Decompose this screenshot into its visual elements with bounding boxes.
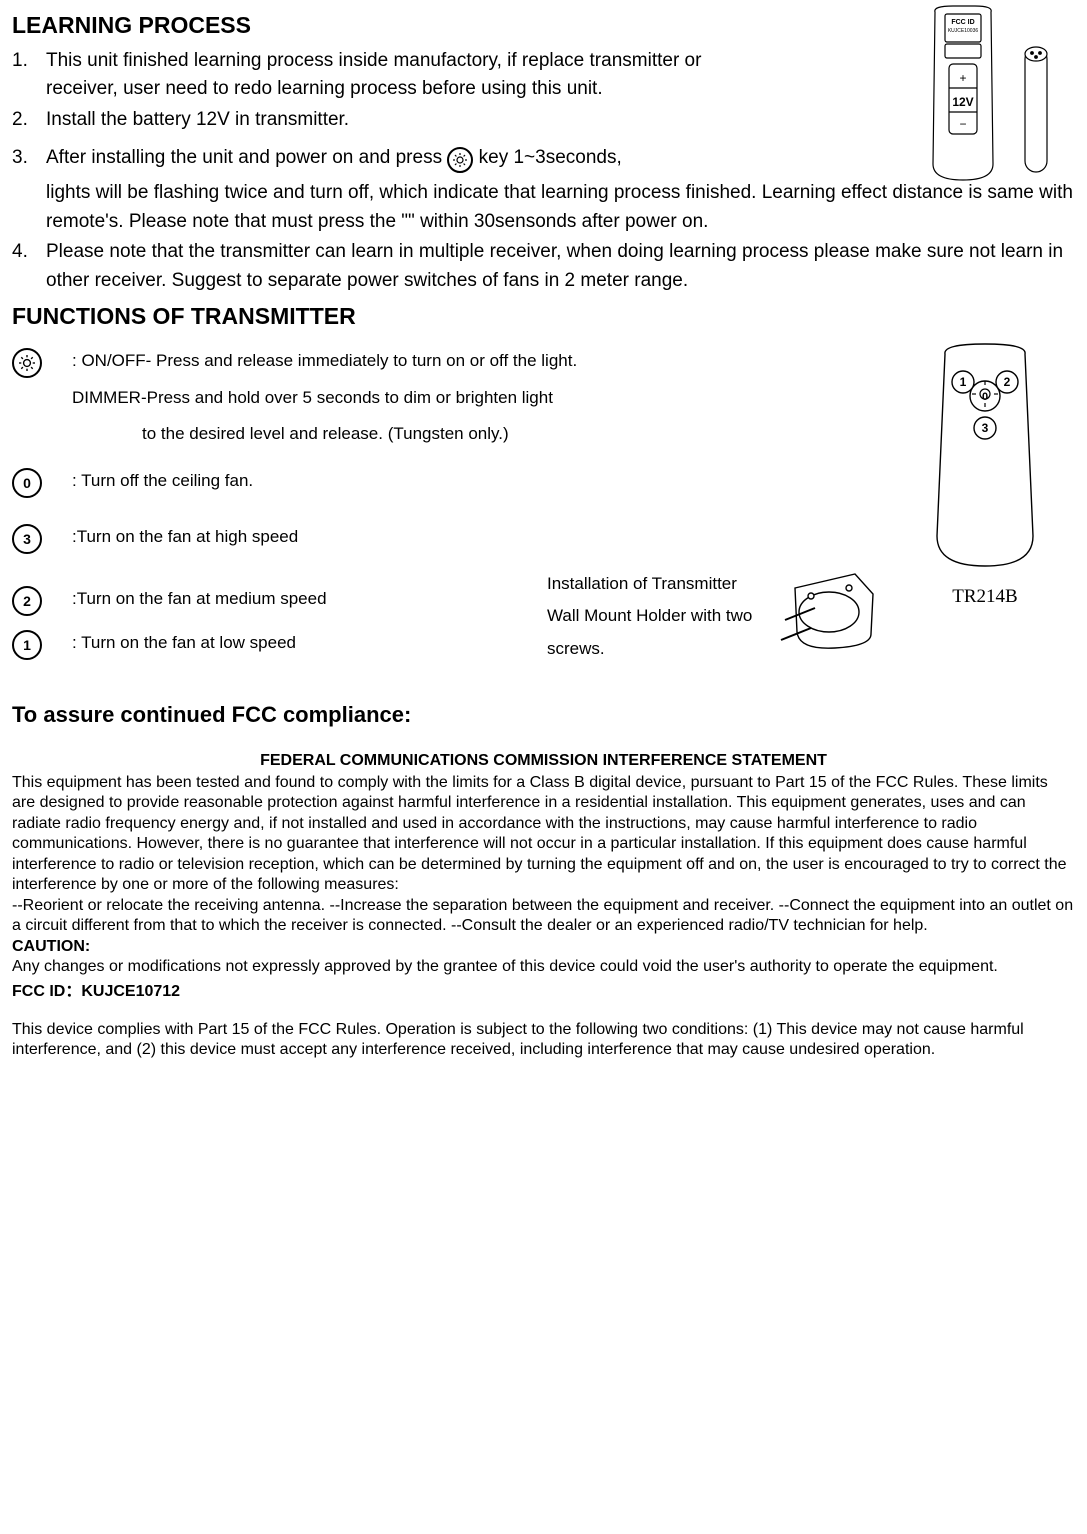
function-row-0: 0 : Turn off the ceiling fan.: [12, 468, 895, 498]
fcc-statement-heading: FEDERAL COMMUNICATIONS COMMISSION INTERF…: [12, 749, 1075, 773]
light-key-icon: [447, 147, 473, 173]
functions-section: 1 2 0 3 TR214B : ON/OFF- Press and relea…: [12, 348, 1075, 675]
function-text: :Turn on the fan at medium speed: [72, 586, 539, 612]
remote-figure-block: 1 2 0 3 TR214B: [895, 340, 1075, 612]
button-3-icon: 3: [12, 524, 72, 554]
function-text: : Turn off the ceiling fan.: [72, 468, 895, 494]
button-1-icon: 1: [12, 630, 72, 660]
function-row-2: 2 :Turn on the fan at medium speed: [12, 586, 539, 616]
function-text: :Turn on the fan at high speed: [72, 524, 895, 550]
learning-process-section: FCC ID KUJCE10036 + 12V − LEARNING PROCE…: [12, 8, 1075, 295]
learning-item-4: 4. Please note that the transmitter can …: [12, 238, 1075, 295]
svg-text:−: −: [959, 117, 966, 131]
remote-figure: 1 2 0 3: [915, 340, 1055, 570]
function-text: DIMMER-Press and hold over 5 seconds to …: [72, 385, 895, 411]
list-number: 2.: [12, 106, 46, 135]
text-pre: After installing the unit and power on a…: [46, 147, 447, 168]
light-icon: [12, 348, 72, 378]
button-0-icon: 0: [12, 468, 72, 498]
fcc-assure-heading: To assure continued FCC compliance:: [12, 698, 1075, 731]
function-row-3: 3 :Turn on the fan at high speed: [12, 524, 895, 554]
fcc-id: FCC ID：KUJCE10712: [12, 980, 1075, 1004]
wall-mount-figure: [775, 568, 895, 668]
functions-lower-left: 2 :Turn on the fan at medium speed 1 : T…: [12, 568, 539, 674]
list-body: Please note that the transmitter can lea…: [46, 238, 1075, 295]
fcc-body: This equipment has been tested and found…: [12, 773, 1075, 896]
function-text: : ON/OFF- Press and release immediately …: [72, 348, 895, 374]
svg-text:+: +: [959, 71, 966, 85]
battery-receiver-figure: FCC ID KUJCE10036 + 12V −: [913, 4, 1063, 194]
wall-mount-text: Installation of Transmitter Wall Mount H…: [547, 568, 767, 665]
functions-lower-block: 2 :Turn on the fan at medium speed 1 : T…: [12, 568, 895, 674]
svg-text:12V: 12V: [952, 95, 973, 109]
list-number: 4.: [12, 238, 46, 267]
text-post: key 1~3seconds,: [479, 147, 622, 168]
list-body: This unit finished learning process insi…: [46, 47, 746, 104]
function-text: : Turn on the fan at low speed: [72, 630, 539, 656]
function-row-1: 1 : Turn on the fan at low speed: [12, 630, 539, 660]
functions-heading: FUNCTIONS OF TRANSMITTER: [12, 299, 1075, 334]
svg-text:FCC ID: FCC ID: [951, 19, 974, 26]
svg-text:1: 1: [960, 375, 967, 389]
function-text: to the desired level and release. (Tungs…: [142, 421, 895, 447]
list-number: 3.: [12, 144, 46, 173]
fcc-compliance: This device complies with Part 15 of the…: [12, 1020, 1075, 1061]
fcc-caution: CAUTION: Any changes or modifications no…: [12, 937, 1075, 978]
svg-text:KUJCE10036: KUJCE10036: [948, 28, 979, 34]
function-row-light: : ON/OFF- Press and release immediately …: [12, 348, 895, 447]
fcc-measures: --Reorient or relocate the receiving ant…: [12, 896, 1075, 937]
remote-model-caption: TR214B: [895, 583, 1075, 612]
function-body: : ON/OFF- Press and release immediately …: [72, 348, 895, 447]
svg-text:3: 3: [982, 421, 989, 435]
caution-text: Any changes or modifications not express…: [12, 958, 998, 975]
button-2-icon: 2: [12, 586, 72, 616]
list-number: 1.: [12, 47, 46, 76]
svg-text:2: 2: [1004, 375, 1011, 389]
caution-label: CAUTION:: [12, 938, 90, 955]
svg-text:0: 0: [982, 391, 988, 403]
